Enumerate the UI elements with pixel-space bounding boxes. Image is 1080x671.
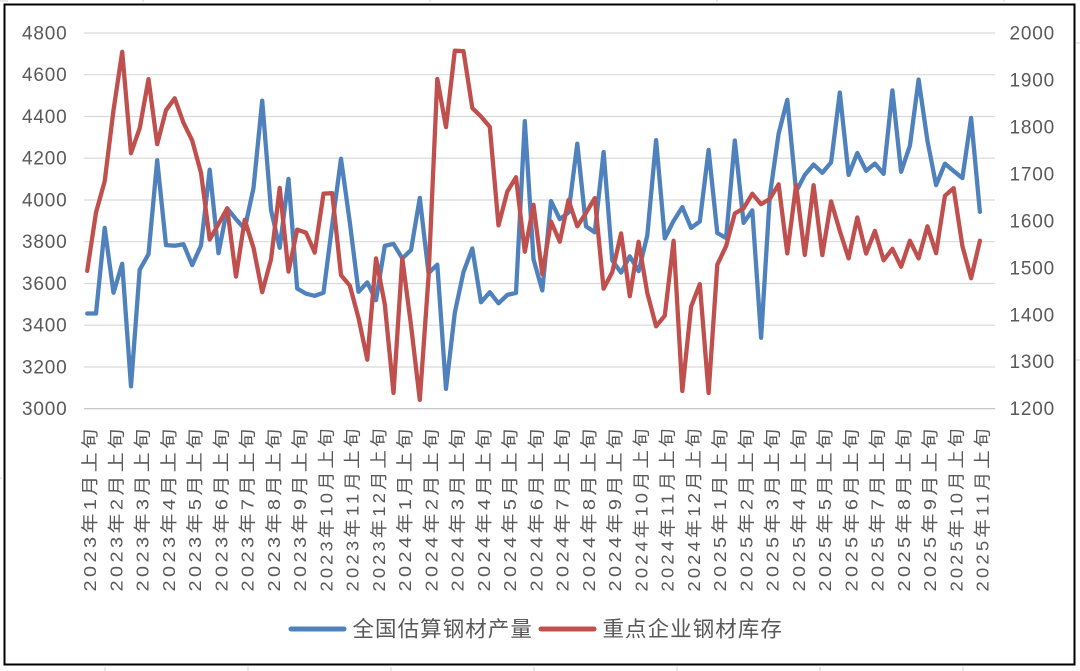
- svg-text:2024年1月上旬: 2024年1月上旬: [395, 426, 415, 592]
- svg-text:2025年6月上旬: 2025年6月上旬: [841, 426, 861, 592]
- svg-text:3000: 3000: [22, 399, 67, 420]
- svg-text:4800: 4800: [22, 24, 67, 45]
- svg-text:2023年8月上旬: 2023年8月上旬: [264, 426, 284, 592]
- svg-text:2024年5月上旬: 2024年5月上旬: [500, 426, 520, 592]
- svg-text:2023年6月上旬: 2023年6月上旬: [211, 426, 231, 592]
- svg-text:3400: 3400: [22, 316, 67, 337]
- svg-text:1400: 1400: [1010, 305, 1055, 326]
- svg-text:3600: 3600: [22, 274, 67, 295]
- svg-text:2024年12月上旬: 2024年12月上旬: [684, 426, 704, 592]
- svg-text:2024年2月上旬: 2024年2月上旬: [421, 426, 441, 592]
- svg-text:4000: 4000: [22, 191, 67, 212]
- svg-text:2025年9月上旬: 2025年9月上旬: [920, 426, 940, 592]
- svg-text:2023年11月上旬: 2023年11月上旬: [343, 426, 363, 592]
- svg-text:全国估算钢材产量: 全国估算钢材产量: [353, 618, 533, 642]
- svg-text:2023年7月上旬: 2023年7月上旬: [238, 426, 258, 592]
- svg-text:4200: 4200: [22, 149, 67, 170]
- svg-text:2025年4月上旬: 2025年4月上旬: [789, 426, 809, 592]
- svg-text:2025年5月上旬: 2025年5月上旬: [815, 426, 835, 592]
- svg-text:2024年4月上旬: 2024年4月上旬: [474, 426, 494, 592]
- svg-text:2024年3月上旬: 2024年3月上旬: [448, 426, 468, 592]
- svg-text:2025年11月上旬: 2025年11月上旬: [973, 426, 993, 592]
- svg-text:2023年12月上旬: 2023年12月上旬: [369, 426, 389, 592]
- svg-text:2000: 2000: [1010, 24, 1055, 45]
- svg-text:1500: 1500: [1010, 258, 1055, 279]
- svg-text:2024年9月上旬: 2024年9月上旬: [605, 426, 625, 592]
- svg-text:2025年1月上旬: 2025年1月上旬: [710, 426, 730, 592]
- svg-text:2023年4月上旬: 2023年4月上旬: [159, 426, 179, 592]
- svg-text:2024年11月上旬: 2024年11月上旬: [658, 426, 678, 592]
- svg-text:2025年7月上旬: 2025年7月上旬: [868, 426, 888, 592]
- svg-text:2023年10月上旬: 2023年10月上旬: [316, 426, 336, 592]
- svg-text:2025年8月上旬: 2025年8月上旬: [894, 426, 914, 592]
- svg-text:3800: 3800: [22, 232, 67, 253]
- svg-text:2025年2月上旬: 2025年2月上旬: [736, 426, 756, 592]
- svg-text:1700: 1700: [1010, 164, 1055, 185]
- svg-text:重点企业钢材库存: 重点企业钢材库存: [603, 618, 783, 642]
- svg-text:2024年6月上旬: 2024年6月上旬: [526, 426, 546, 592]
- svg-text:2024年8月上旬: 2024年8月上旬: [579, 426, 599, 592]
- svg-text:1200: 1200: [1010, 399, 1055, 420]
- svg-text:2023年2月上旬: 2023年2月上旬: [106, 426, 126, 592]
- svg-text:2024年10月上旬: 2024年10月上旬: [631, 426, 651, 592]
- svg-text:2025年10月上旬: 2025年10月上旬: [946, 426, 966, 592]
- svg-text:4400: 4400: [22, 107, 67, 128]
- svg-text:2023年3月上旬: 2023年3月上旬: [133, 426, 153, 592]
- svg-text:1800: 1800: [1010, 117, 1055, 138]
- svg-text:2025年3月上旬: 2025年3月上旬: [763, 426, 783, 592]
- svg-text:2023年5月上旬: 2023年5月上旬: [185, 426, 205, 592]
- svg-text:2023年9月上旬: 2023年9月上旬: [290, 426, 310, 592]
- svg-text:2024年7月上旬: 2024年7月上旬: [553, 426, 573, 592]
- svg-text:2023年1月上旬: 2023年1月上旬: [80, 426, 100, 592]
- svg-text:1900: 1900: [1010, 71, 1055, 92]
- svg-text:4600: 4600: [22, 65, 67, 86]
- svg-text:1300: 1300: [1010, 352, 1055, 373]
- svg-text:1600: 1600: [1010, 211, 1055, 232]
- svg-text:3200: 3200: [22, 358, 67, 379]
